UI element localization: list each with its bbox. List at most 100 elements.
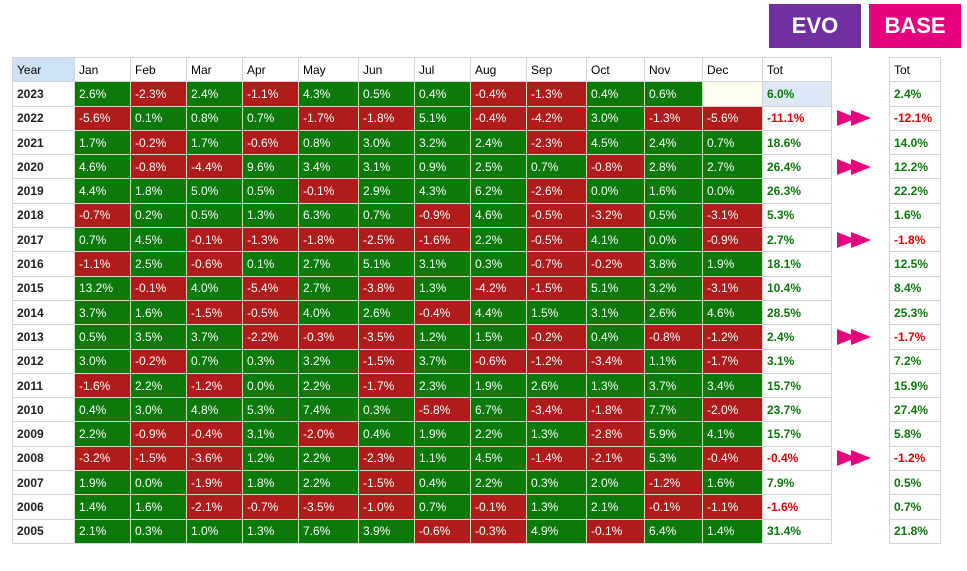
- month-cell[interactable]: 3.1%: [586, 299, 645, 326]
- month-cell[interactable]: -0.4%: [470, 81, 527, 107]
- month-cell[interactable]: 3.2%: [414, 129, 471, 156]
- total-cell[interactable]: 2.7%: [762, 227, 832, 253]
- month-cell[interactable]: 4.8%: [186, 397, 243, 423]
- month-cell[interactable]: 5.3%: [644, 445, 703, 472]
- year-cell[interactable]: 2011: [12, 372, 75, 399]
- year-cell[interactable]: 2010: [12, 397, 75, 423]
- month-cell[interactable]: 1.5%: [526, 299, 587, 326]
- total-cell[interactable]: 10.4%: [762, 275, 832, 301]
- month-cell[interactable]: 0.3%: [526, 470, 587, 496]
- month-cell[interactable]: 3.0%: [130, 397, 187, 423]
- month-cell[interactable]: 2.4%: [186, 81, 243, 107]
- month-cell[interactable]: 2.1%: [586, 494, 645, 520]
- year-cell[interactable]: 2019: [12, 178, 75, 204]
- total-cell[interactable]: 23.7%: [762, 397, 832, 423]
- year-cell[interactable]: 2014: [12, 299, 75, 326]
- month-cell[interactable]: 6.4%: [644, 518, 703, 544]
- base-total-cell[interactable]: 22.2%: [889, 178, 941, 204]
- month-cell[interactable]: 3.4%: [702, 372, 763, 399]
- base-total-cell[interactable]: 27.4%: [889, 397, 941, 423]
- month-cell[interactable]: 3.7%: [74, 299, 131, 326]
- month-cell[interactable]: 0.1%: [242, 251, 299, 277]
- month-cell[interactable]: -1.7%: [298, 105, 359, 131]
- column-header-1[interactable]: Jan: [74, 56, 131, 83]
- month-cell[interactable]: 0.5%: [644, 202, 703, 229]
- month-cell[interactable]: -0.6%: [186, 251, 243, 277]
- year-cell[interactable]: 2021: [12, 129, 75, 156]
- month-cell[interactable]: -0.1%: [130, 275, 187, 301]
- month-cell[interactable]: 0.7%: [702, 129, 763, 156]
- month-cell[interactable]: 9.6%: [242, 154, 299, 180]
- month-cell[interactable]: 4.4%: [74, 178, 131, 204]
- month-cell[interactable]: 3.7%: [644, 372, 703, 399]
- month-cell[interactable]: 0.0%: [242, 372, 299, 399]
- month-cell[interactable]: 5.9%: [644, 421, 703, 447]
- total-cell[interactable]: 15.7%: [762, 421, 832, 447]
- month-cell[interactable]: 0.0%: [644, 227, 703, 253]
- month-cell[interactable]: -0.4%: [186, 421, 243, 447]
- month-cell[interactable]: 2.5%: [130, 251, 187, 277]
- month-cell[interactable]: -1.8%: [358, 105, 415, 131]
- month-cell[interactable]: -1.5%: [526, 275, 587, 301]
- base-total-cell[interactable]: 14.0%: [889, 129, 941, 156]
- month-cell[interactable]: 0.4%: [74, 397, 131, 423]
- month-cell[interactable]: -2.6%: [526, 178, 587, 204]
- month-cell[interactable]: 1.8%: [242, 470, 299, 496]
- base-total-cell[interactable]: -12.1%: [889, 105, 941, 131]
- total-cell[interactable]: 3.1%: [762, 348, 832, 374]
- month-cell[interactable]: -3.2%: [586, 202, 645, 229]
- base-total-cell[interactable]: 7.2%: [889, 348, 941, 374]
- month-cell[interactable]: 2.3%: [414, 372, 471, 399]
- month-cell[interactable]: -0.3%: [298, 324, 359, 350]
- year-cell[interactable]: 2022: [12, 105, 75, 131]
- month-cell[interactable]: -1.7%: [702, 348, 763, 374]
- month-cell[interactable]: -1.2%: [526, 348, 587, 374]
- month-cell[interactable]: 2.4%: [470, 129, 527, 156]
- month-cell[interactable]: -3.1%: [702, 275, 763, 301]
- month-cell[interactable]: 3.9%: [358, 518, 415, 544]
- month-cell[interactable]: -1.5%: [358, 470, 415, 496]
- month-cell[interactable]: -5.6%: [74, 105, 131, 131]
- month-cell[interactable]: 1.9%: [74, 470, 131, 496]
- month-cell[interactable]: 2.2%: [470, 421, 527, 447]
- month-cell[interactable]: 1.1%: [644, 348, 703, 374]
- month-cell[interactable]: 5.3%: [242, 397, 299, 423]
- month-cell[interactable]: -0.4%: [414, 299, 471, 326]
- month-cell[interactable]: 0.7%: [74, 227, 131, 253]
- month-cell[interactable]: 3.8%: [644, 251, 703, 277]
- base-total-cell[interactable]: 5.8%: [889, 421, 941, 447]
- month-cell[interactable]: 0.9%: [414, 154, 471, 180]
- month-cell[interactable]: 2.2%: [298, 445, 359, 472]
- month-cell[interactable]: -1.6%: [414, 227, 471, 253]
- month-cell[interactable]: -0.8%: [586, 154, 645, 180]
- month-cell[interactable]: 5.1%: [414, 105, 471, 131]
- month-cell[interactable]: 2.6%: [358, 299, 415, 326]
- year-cell[interactable]: 2017: [12, 227, 75, 253]
- month-cell[interactable]: 6.7%: [470, 397, 527, 423]
- month-cell[interactable]: 0.6%: [644, 81, 703, 107]
- year-cell[interactable]: 2023: [12, 81, 75, 107]
- year-cell[interactable]: 2008: [12, 445, 75, 472]
- column-header-12[interactable]: Dec: [702, 56, 763, 83]
- base-total-cell[interactable]: 15.9%: [889, 372, 941, 399]
- month-cell[interactable]: 0.0%: [130, 470, 187, 496]
- month-cell[interactable]: 4.3%: [414, 178, 471, 204]
- month-cell[interactable]: 3.2%: [298, 348, 359, 374]
- month-cell[interactable]: 0.0%: [586, 178, 645, 204]
- month-cell[interactable]: -0.1%: [644, 494, 703, 520]
- total-cell[interactable]: 28.5%: [762, 299, 832, 326]
- month-cell[interactable]: 1.3%: [242, 518, 299, 544]
- month-cell[interactable]: 2.2%: [130, 372, 187, 399]
- month-cell[interactable]: -2.1%: [186, 494, 243, 520]
- month-cell[interactable]: -0.9%: [130, 421, 187, 447]
- month-cell[interactable]: -0.7%: [242, 494, 299, 520]
- month-cell[interactable]: 0.4%: [586, 81, 645, 107]
- month-cell[interactable]: -2.1%: [586, 445, 645, 472]
- year-cell[interactable]: 2005: [12, 518, 75, 544]
- total-cell[interactable]: 7.9%: [762, 470, 832, 496]
- month-cell[interactable]: 5.0%: [186, 178, 243, 204]
- month-cell[interactable]: 2.2%: [298, 372, 359, 399]
- month-cell[interactable]: 4.6%: [74, 154, 131, 180]
- month-cell[interactable]: 0.5%: [358, 81, 415, 107]
- month-cell[interactable]: -1.3%: [644, 105, 703, 131]
